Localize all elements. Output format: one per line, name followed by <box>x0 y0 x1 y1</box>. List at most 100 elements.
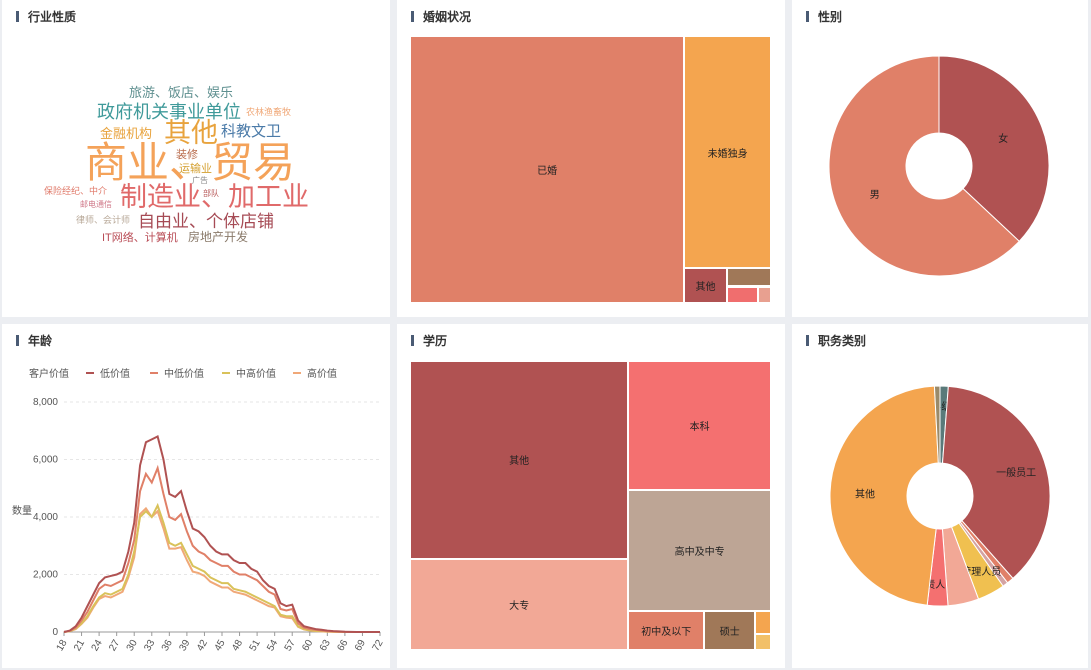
treemap-cell[interactable]: 其他 <box>410 361 629 559</box>
y-tick-label: 0 <box>52 627 58 638</box>
series-line[interactable] <box>63 464 380 633</box>
treemap-cell[interactable]: 高中及中专 <box>628 490 771 612</box>
y-tick-label: 2,000 <box>33 570 58 581</box>
cloud-word[interactable]: IT网络、计算机 <box>102 232 178 244</box>
cloud-word[interactable]: 邮电通信 <box>80 200 112 209</box>
job-title: 职务类别 <box>806 332 866 349</box>
legend-item[interactable]: 高价值 <box>307 367 337 380</box>
cloud-word[interactable]: 部队 <box>203 189 219 198</box>
marriage-panel: 婚姻状况 已婚 未婚独身 其他 <box>397 0 785 317</box>
legend-item[interactable]: 中低价值 <box>164 367 204 380</box>
x-tick-label: 48 <box>230 638 245 654</box>
donut-slice[interactable] <box>829 385 939 606</box>
treemap-label: 其他 <box>509 456 530 468</box>
series-line[interactable] <box>63 502 380 633</box>
x-tick-label: 54 <box>265 638 280 654</box>
treemap-cell[interactable]: 未婚独身 <box>684 36 771 269</box>
donut-slice[interactable] <box>941 385 1051 580</box>
cloud-word[interactable]: 科教文卫 <box>221 123 282 140</box>
treemap-label: 高中及中专 <box>674 547 725 559</box>
legend-title: 客户价值 <box>29 367 69 380</box>
x-tick-label: 36 <box>160 638 175 654</box>
cloud-word[interactable]: 旅游、饭店、娱乐 <box>129 85 234 100</box>
cloud-word[interactable]: 商业、贸易 <box>85 139 296 186</box>
donut-label: 其他 <box>855 488 875 501</box>
donut-label: 一般员工 <box>996 466 1036 479</box>
job-panel: 职务类别 科级一般员工一般管理人员企业负责人其他 <box>792 324 1088 668</box>
treemap-label: 大专 <box>509 600 530 612</box>
cloud-word[interactable]: 保险经纪、中介 <box>44 186 108 196</box>
title-bar-icon <box>16 335 19 346</box>
treemap-label: 已婚 <box>537 166 558 177</box>
x-tick-label: 42 <box>195 638 210 654</box>
age-panel: 年龄 0 2,000 4,000 6,000 8,000 18 21 24 27 30 33 36 39… <box>2 324 390 668</box>
x-tick-label: 63 <box>318 638 333 654</box>
treemap-cell[interactable] <box>726 286 758 303</box>
x-tick-label: 45 <box>213 638 228 654</box>
marriage-treemap: 已婚 未婚独身其他 <box>410 36 771 303</box>
x-tick-label: 51 <box>248 638 263 654</box>
gender-panel: 性别 女男 <box>792 0 1088 317</box>
cloud-word[interactable]: 其他 <box>164 118 218 148</box>
treemap-cell[interactable]: 本科 <box>628 361 771 491</box>
cloud-word[interactable]: 自由业、个体店铺 <box>138 212 274 231</box>
x-tick-label: 21 <box>72 638 87 654</box>
title-bar-icon <box>16 11 19 22</box>
y-tick-label: 4,000 <box>33 512 58 523</box>
cloud-word[interactable]: 运输业 <box>179 163 212 175</box>
treemap-label: 未婚独身 <box>707 148 748 160</box>
legend-item[interactable]: 中高价值 <box>236 367 276 380</box>
legend-item[interactable]: 低价值 <box>100 367 130 380</box>
donut-slice[interactable] <box>828 55 1020 277</box>
treemap-cell[interactable]: 初中及以下 <box>628 611 705 650</box>
series-line[interactable] <box>63 435 380 633</box>
treemap-cell[interactable] <box>757 286 771 303</box>
treemap-cell[interactable]: 硕士 <box>704 611 756 650</box>
education-panel: 学历 其他大专 本科高中及中专初中及以下 硕士 <box>397 324 785 668</box>
x-tick-label: 24 <box>90 638 105 654</box>
gender-donut-chart: 女男 <box>828 55 1050 277</box>
education-title: 学历 <box>411 332 447 349</box>
treemap-cell[interactable]: 已婚 <box>410 36 685 303</box>
y-axis-label: 数量 <box>12 504 32 517</box>
treemap-cell[interactable]: 大专 <box>410 558 629 650</box>
treemap-label: 其他 <box>695 282 716 294</box>
cloud-word[interactable]: 律师、会计师 <box>76 215 131 225</box>
treemap-label: 硕士 <box>719 627 740 639</box>
title-bar-icon <box>806 11 809 22</box>
gender-title: 性别 <box>806 8 842 25</box>
x-tick-label: 27 <box>107 638 122 654</box>
cloud-word[interactable]: 农林渔畜牧 <box>246 107 292 117</box>
cloud-word[interactable]: 制造业、加工业 <box>120 182 309 212</box>
donut-slice[interactable] <box>938 55 1050 243</box>
treemap-cell[interactable] <box>755 634 771 650</box>
x-tick-label: 60 <box>300 638 315 654</box>
cloud-word[interactable]: 房地产开发 <box>188 230 249 244</box>
industry-panel: 行业性质 商业、贸易 制造业、加工业 其他 政府机关事业单位 自由业、个体店铺 … <box>2 0 390 317</box>
y-tick-label: 6,000 <box>33 455 58 466</box>
x-tick-label: 30 <box>125 638 140 654</box>
cloud-word[interactable]: 装修 <box>176 149 198 161</box>
cloud-word[interactable]: 广告 <box>192 176 208 185</box>
job-donut-chart: 科级一般员工一般管理人员企业负责人其他 <box>829 385 1051 607</box>
age-title: 年龄 <box>16 332 52 349</box>
cloud-word[interactable]: 政府机关事业单位 <box>97 102 241 122</box>
donut-slice[interactable] <box>933 385 941 464</box>
treemap-cell[interactable]: 其他 <box>684 268 727 303</box>
x-tick-label: 33 <box>142 638 157 654</box>
education-treemap: 其他大专 本科高中及中专初中及以下 硕士 <box>410 361 771 650</box>
word-cloud: 商业、贸易 制造业、加工业 其他 政府机关事业单位 自由业、个体店铺 科教文卫 … <box>2 0 390 317</box>
industry-title: 行业性质 <box>16 8 76 25</box>
treemap-cell[interactable] <box>755 611 771 635</box>
title-bar-icon <box>806 335 809 346</box>
x-tick-label: 66 <box>335 638 350 654</box>
series-line[interactable] <box>63 506 380 633</box>
title-bar-icon <box>411 335 414 346</box>
treemap-cell[interactable] <box>726 268 771 287</box>
x-tick-label: 57 <box>283 638 298 654</box>
donut-label: 女 <box>998 132 1008 145</box>
treemap-label: 本科 <box>689 422 710 434</box>
cloud-word[interactable]: 金融机构 <box>100 126 153 141</box>
x-tick-label: 69 <box>353 638 368 654</box>
